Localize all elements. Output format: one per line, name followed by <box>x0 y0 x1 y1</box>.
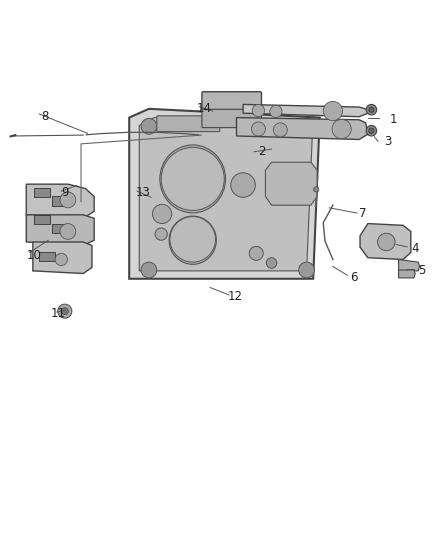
Polygon shape <box>399 260 420 271</box>
Circle shape <box>299 262 314 278</box>
Text: 7: 7 <box>359 207 367 221</box>
Circle shape <box>61 308 68 314</box>
Circle shape <box>155 228 167 240</box>
Text: 8: 8 <box>42 110 49 123</box>
FancyBboxPatch shape <box>34 188 50 197</box>
Text: 9: 9 <box>61 187 69 199</box>
FancyBboxPatch shape <box>202 92 261 113</box>
Circle shape <box>249 246 263 260</box>
Text: 11: 11 <box>50 308 65 320</box>
FancyBboxPatch shape <box>202 109 261 128</box>
Text: 4: 4 <box>412 243 419 255</box>
Circle shape <box>270 106 282 118</box>
Text: 1: 1 <box>390 114 397 126</box>
Text: 3: 3 <box>385 135 392 148</box>
Ellipse shape <box>160 145 226 213</box>
Polygon shape <box>399 270 415 278</box>
Polygon shape <box>33 242 92 273</box>
Circle shape <box>314 187 319 192</box>
Ellipse shape <box>173 220 212 260</box>
Polygon shape <box>243 104 368 117</box>
Polygon shape <box>26 215 94 246</box>
Polygon shape <box>129 109 320 279</box>
FancyBboxPatch shape <box>52 197 67 206</box>
Ellipse shape <box>169 216 216 264</box>
Text: 14: 14 <box>197 102 212 115</box>
Circle shape <box>369 107 374 112</box>
Text: 12: 12 <box>228 290 243 303</box>
Circle shape <box>299 118 314 134</box>
Circle shape <box>170 216 215 262</box>
Circle shape <box>369 128 374 133</box>
FancyBboxPatch shape <box>52 223 67 233</box>
Polygon shape <box>360 223 411 260</box>
Circle shape <box>231 173 255 197</box>
Text: 2: 2 <box>258 146 266 158</box>
Circle shape <box>60 192 76 208</box>
FancyBboxPatch shape <box>34 215 50 224</box>
FancyBboxPatch shape <box>157 116 220 132</box>
Circle shape <box>366 104 377 115</box>
Ellipse shape <box>165 150 221 208</box>
Text: 10: 10 <box>26 248 41 262</box>
Text: 6: 6 <box>350 271 358 284</box>
Circle shape <box>378 233 395 251</box>
FancyBboxPatch shape <box>39 252 55 261</box>
Circle shape <box>60 223 76 239</box>
Circle shape <box>366 125 377 136</box>
Circle shape <box>252 104 265 117</box>
Circle shape <box>161 147 224 211</box>
Circle shape <box>323 101 343 120</box>
Circle shape <box>141 262 157 278</box>
Text: 5: 5 <box>418 264 426 277</box>
Text: 13: 13 <box>136 187 151 199</box>
Polygon shape <box>237 118 368 140</box>
Polygon shape <box>265 162 317 205</box>
Circle shape <box>251 122 265 136</box>
Circle shape <box>55 253 67 265</box>
Circle shape <box>152 204 172 223</box>
Polygon shape <box>26 184 94 219</box>
Polygon shape <box>139 118 313 271</box>
Circle shape <box>58 304 72 318</box>
Circle shape <box>332 119 351 139</box>
Circle shape <box>266 258 277 268</box>
Circle shape <box>273 123 287 137</box>
Circle shape <box>141 118 157 134</box>
